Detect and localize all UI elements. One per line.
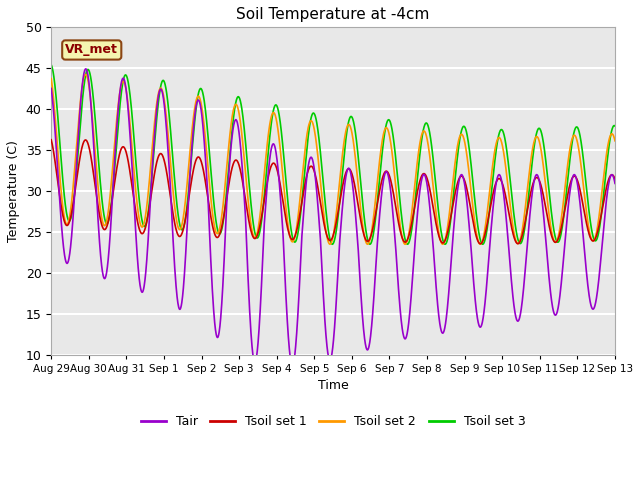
- Tsoil set 1: [497, 178, 505, 183]
- Y-axis label: Temperature (C): Temperature (C): [7, 140, 20, 242]
- Tsoil set 2: [362, 239, 370, 245]
- Tsoil set 2: [82, 72, 90, 77]
- Tsoil set 2: [476, 241, 484, 247]
- Tsoil set 2: [497, 139, 505, 144]
- Tair: [289, 362, 296, 368]
- Tair: [350, 193, 358, 199]
- Tsoil set 3: [577, 139, 585, 144]
- Tsoil set 2: [562, 179, 570, 185]
- Tair: [362, 345, 370, 350]
- Tsoil set 3: [497, 127, 505, 132]
- X-axis label: Time: Time: [317, 379, 349, 392]
- Line: Tsoil set 1: Tsoil set 1: [51, 140, 615, 244]
- Tsoil set 3: [205, 138, 212, 144]
- Tsoil set 1: [611, 176, 619, 182]
- Title: Soil Temperature at -4cm: Soil Temperature at -4cm: [236, 7, 430, 22]
- Tair: [47, 85, 55, 91]
- Tsoil set 2: [577, 165, 585, 170]
- Tsoil set 1: [577, 192, 585, 198]
- Tsoil set 3: [611, 123, 619, 129]
- Text: VR_met: VR_met: [65, 44, 118, 57]
- Tair: [577, 213, 585, 219]
- Tsoil set 3: [47, 62, 55, 68]
- Tair: [562, 231, 570, 237]
- Tair: [205, 211, 212, 217]
- Line: Tair: Tair: [51, 69, 615, 365]
- Tsoil set 2: [611, 138, 619, 144]
- Tsoil set 1: [205, 199, 212, 204]
- Tsoil set 3: [561, 199, 569, 205]
- Line: Tsoil set 3: Tsoil set 3: [51, 65, 615, 244]
- Tsoil set 1: [349, 176, 357, 182]
- Tair: [497, 177, 505, 183]
- Tsoil set 1: [47, 137, 55, 143]
- Tsoil set 1: [476, 241, 484, 247]
- Tsoil set 3: [479, 241, 486, 247]
- Tsoil set 1: [362, 237, 369, 242]
- Tsoil set 2: [205, 172, 212, 178]
- Tsoil set 2: [350, 141, 358, 146]
- Legend: Tair, Tsoil set 1, Tsoil set 2, Tsoil set 3: Tair, Tsoil set 1, Tsoil set 2, Tsoil se…: [136, 410, 531, 433]
- Tair: [611, 180, 619, 186]
- Tsoil set 2: [47, 76, 55, 82]
- Tsoil set 1: [561, 204, 569, 209]
- Tair: [82, 66, 90, 72]
- Tsoil set 3: [349, 118, 357, 124]
- Line: Tsoil set 2: Tsoil set 2: [51, 74, 615, 244]
- Tsoil set 3: [362, 226, 369, 231]
